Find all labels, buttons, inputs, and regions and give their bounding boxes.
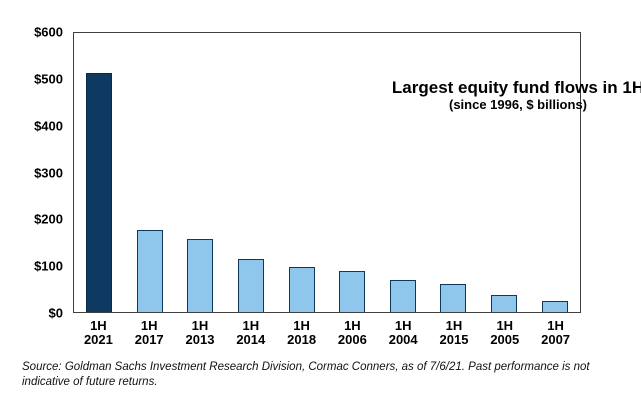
bar-slot (428, 33, 479, 312)
bar-slot (125, 33, 176, 312)
y-tick-label: $100 (34, 258, 63, 274)
y-tick-label: $600 (34, 24, 63, 40)
x-tick-label: 1H 2006 (337, 318, 367, 347)
y-tick-label: $300 (34, 165, 63, 180)
bar (86, 72, 113, 312)
bar (389, 279, 416, 312)
x-axis: 1H 2021 1H 2017 1H 2013 1H 2014 1H 2018 1H 20… (73, 319, 581, 347)
x-tick-label: 1H 2007 (541, 318, 571, 347)
x-tick-label: 1H 2013 (185, 318, 215, 347)
x-tick-label: 1H 2021 (83, 318, 113, 347)
chart-title-block: Largest equity fund flows in 1H (since 1… (372, 78, 641, 112)
bar (187, 238, 214, 312)
bar (339, 271, 366, 312)
source-note: Source: Goldman Sachs Investment Researc… (22, 360, 630, 390)
bar (440, 283, 467, 312)
chart-plot: Largest equity fund flows in 1H (since 1… (73, 32, 641, 313)
y-axis: $600 $500 $400 $300 $200 $100 $0 (0, 25, 63, 321)
x-tick-label: 1H 2018 (287, 318, 317, 347)
x-tick-label: 1H 2005 (490, 318, 520, 347)
y-tick-label: $400 (34, 118, 63, 134)
source-note-line2: indicative of future returns. (22, 376, 158, 388)
y-tick-label: $0 (48, 305, 63, 321)
bar-slot (378, 33, 429, 312)
bar (288, 267, 315, 312)
bar-slot (74, 33, 125, 312)
bar (541, 300, 568, 312)
x-tick-label: 1H 2014 (236, 318, 266, 347)
bar (238, 258, 265, 312)
chart-title: Largest equity fund flows in 1H (391, 78, 641, 97)
bar-slot (327, 33, 378, 312)
bar-slot (529, 33, 580, 312)
bar (491, 294, 518, 312)
y-tick-label: $200 (34, 211, 63, 227)
bar-series (74, 33, 580, 312)
chart-subtitle: (since 1996, $ billions) (449, 97, 587, 112)
bar-slot (479, 33, 530, 312)
source-note-line1: Source: Goldman Sachs Investment Researc… (22, 361, 590, 373)
bar (136, 229, 163, 312)
y-tick-label: $500 (34, 71, 63, 87)
x-tick-label: 1H 2015 (439, 318, 469, 347)
bar-slot (276, 33, 327, 312)
bar-slot (175, 33, 226, 312)
bar-slot (226, 33, 277, 312)
x-tick-label: 1H 2017 (134, 318, 164, 347)
x-tick-label: 1H 2004 (388, 318, 418, 347)
